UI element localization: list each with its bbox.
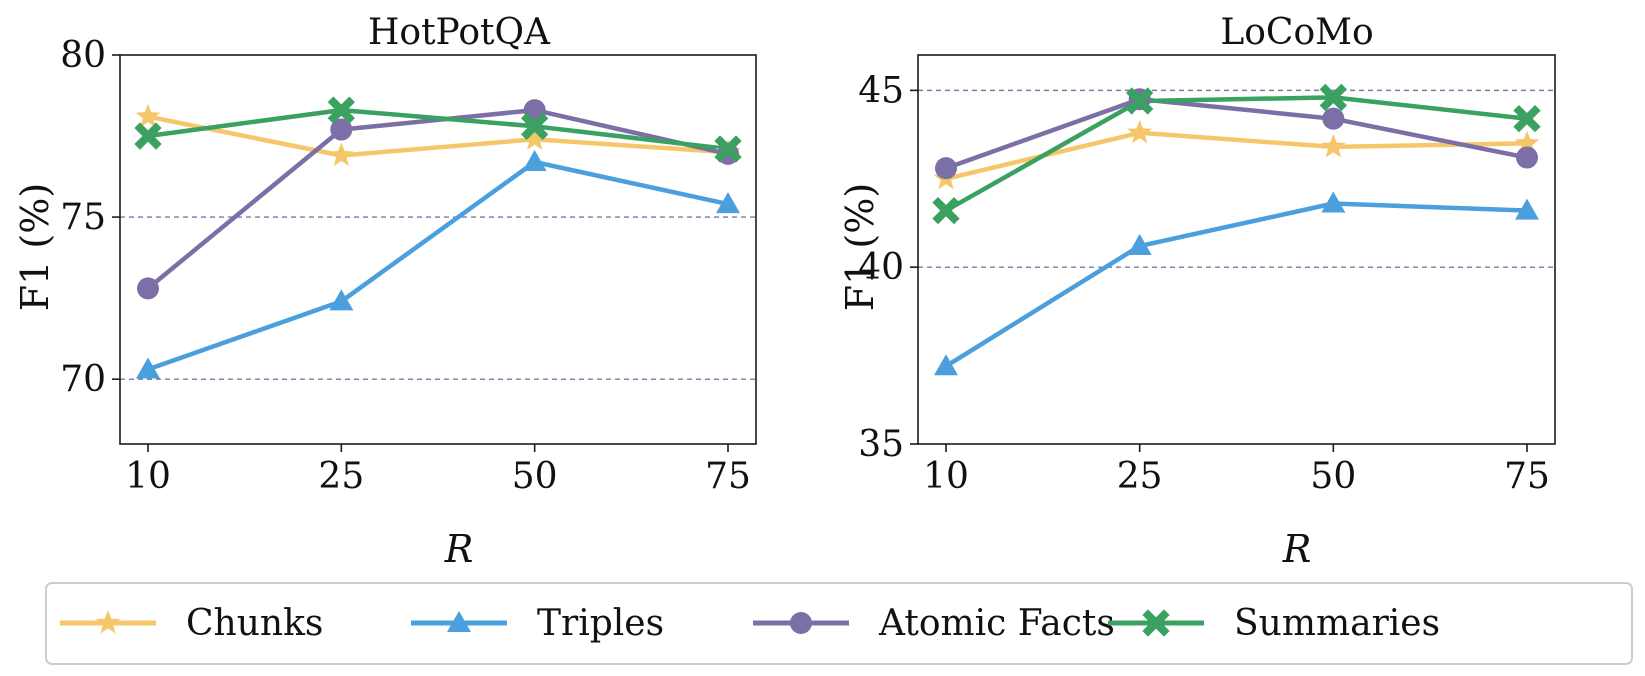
data-point-atomic-facts bbox=[1322, 107, 1345, 130]
data-point-chunks bbox=[522, 126, 547, 150]
data-point-triples bbox=[1321, 191, 1346, 213]
x-tick-label: 25 bbox=[318, 456, 364, 497]
data-point-summaries bbox=[1319, 83, 1347, 112]
data-point-atomic-facts bbox=[330, 118, 353, 141]
panel-title: LoCoMo bbox=[1220, 12, 1373, 53]
x-axis-label: R bbox=[1282, 527, 1312, 571]
data-point-chunks bbox=[1514, 130, 1540, 154]
data-point-triples bbox=[522, 149, 547, 171]
x-tick-label: 75 bbox=[705, 456, 751, 497]
legend-label: Summaries bbox=[1234, 603, 1440, 644]
series-line-summaries bbox=[145, 107, 731, 152]
x-tick-label: 75 bbox=[1504, 456, 1550, 497]
data-point-summaries bbox=[1126, 87, 1154, 115]
data-point-triples bbox=[136, 357, 160, 379]
data-point-atomic-facts bbox=[1516, 146, 1538, 169]
chart-panel-hotpotqa: HotPotQA F1 (%) R 70 75 80 10 25 50 75 bbox=[13, 12, 757, 571]
legend: Chunks Triples Atomic Facts Summaries bbox=[45, 582, 1633, 665]
x-tick-label: 10 bbox=[125, 456, 171, 497]
data-point-chunks bbox=[1127, 119, 1152, 144]
series-line-chunks bbox=[145, 114, 731, 158]
plot-area bbox=[918, 55, 1555, 444]
series-line-triples bbox=[943, 201, 1530, 369]
data-point-triples bbox=[934, 354, 958, 376]
data-point-summaries bbox=[1513, 104, 1541, 133]
legend-entry-chunks: Chunks bbox=[60, 603, 323, 644]
x-tick-label: 10 bbox=[923, 456, 969, 497]
panel-title: HotPotQA bbox=[368, 12, 551, 53]
data-point-summaries bbox=[327, 96, 355, 124]
legend-label: Atomic Facts bbox=[878, 603, 1115, 644]
data-point-chunks bbox=[135, 103, 161, 128]
x-axis-label: R bbox=[444, 527, 474, 571]
series-line-atomic-facts bbox=[943, 96, 1530, 171]
data-point-summaries bbox=[521, 112, 549, 140]
series-line-summaries bbox=[943, 95, 1530, 213]
y-tick-label: 35 bbox=[858, 424, 904, 465]
axes-frame bbox=[917, 54, 1556, 445]
y-tick-label: 40 bbox=[858, 247, 904, 288]
data-point-summaries bbox=[714, 135, 742, 163]
y-axis-label: F1 (%) bbox=[13, 183, 57, 311]
data-point-chunks bbox=[329, 142, 354, 166]
x-tick-label: 25 bbox=[1117, 456, 1163, 497]
y-tick-label: 45 bbox=[858, 70, 904, 111]
series-line-triples bbox=[145, 159, 731, 372]
x-tick-label: 50 bbox=[1310, 456, 1356, 497]
data-point-triples bbox=[329, 289, 354, 311]
axes-frame bbox=[119, 54, 757, 445]
legend-entry-summaries: Summaries bbox=[1108, 603, 1440, 644]
legend-marker bbox=[95, 610, 121, 634]
data-point-triples bbox=[1127, 233, 1152, 255]
x-tick-label: 50 bbox=[512, 456, 558, 497]
data-point-summaries bbox=[932, 196, 960, 225]
legend-label: Chunks bbox=[186, 603, 323, 644]
legend-label: Triples bbox=[537, 603, 664, 644]
data-point-triples bbox=[716, 192, 740, 214]
chart-panel-locomo: LoCoMo F1 (%) R 35 40 45 10 25 50 75 bbox=[838, 12, 1556, 571]
data-point-atomic-facts bbox=[935, 157, 957, 180]
y-tick-label: 70 bbox=[60, 359, 106, 400]
legend-entry-atomic-facts: Atomic Facts bbox=[753, 603, 1115, 644]
data-point-summaries bbox=[134, 122, 162, 150]
legend-marker bbox=[1142, 609, 1170, 637]
legend-entry-triples: Triples bbox=[411, 603, 664, 644]
y-tick-label: 75 bbox=[60, 197, 106, 238]
legend-marker bbox=[790, 612, 812, 634]
data-point-triples bbox=[1515, 198, 1539, 220]
data-point-chunks bbox=[1321, 133, 1346, 158]
y-axis-label: F1 (%) bbox=[838, 183, 882, 311]
data-point-atomic-facts bbox=[137, 277, 159, 300]
y-tick-label: 80 bbox=[60, 35, 106, 76]
plot-area bbox=[120, 55, 756, 444]
legend-marker bbox=[447, 611, 471, 632]
